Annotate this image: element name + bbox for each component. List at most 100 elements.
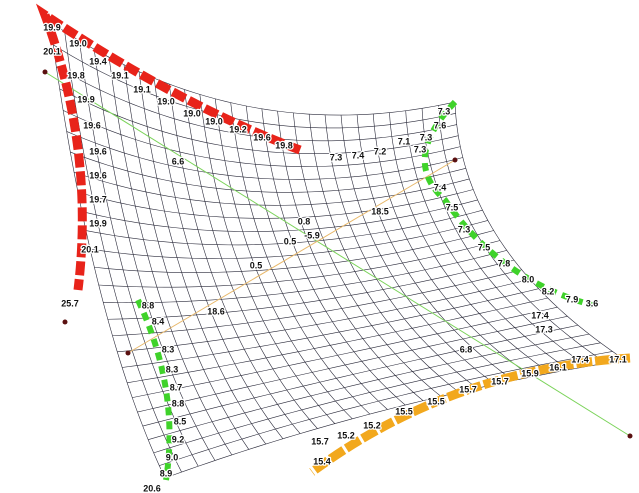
force-label: 9.0 xyxy=(166,452,179,462)
force-label: -5.9 xyxy=(304,230,320,240)
axis-line xyxy=(44,71,631,437)
mesh-line xyxy=(454,101,626,361)
force-label: 8.8 xyxy=(172,398,185,408)
force-label: 18.5 xyxy=(371,206,389,216)
mesh-line xyxy=(73,172,470,206)
force-label: 8.8 xyxy=(142,300,155,310)
force-label: 15.9 xyxy=(521,368,539,378)
force-label: 7.8 xyxy=(498,258,511,268)
force-label: 8.9 xyxy=(160,468,173,478)
force-label: 7.9 xyxy=(566,294,579,304)
force-label: 6.6 xyxy=(172,156,185,166)
mesh-line xyxy=(122,288,539,368)
force-label: 8.4 xyxy=(152,316,165,326)
force-label: 19.2 xyxy=(229,124,247,134)
force-label: 16.1 xyxy=(549,362,567,372)
force-label: 0.5 xyxy=(250,260,263,270)
mesh-line xyxy=(340,115,496,385)
force-label: 19.6 xyxy=(253,132,271,142)
force-label: 7.3 xyxy=(420,132,433,142)
mesh-line xyxy=(127,297,548,384)
force-label: 19.0 xyxy=(69,38,87,48)
force-label: 17.1 xyxy=(609,354,627,364)
mesh-line xyxy=(112,269,522,337)
force-label: 7.4 xyxy=(434,182,447,192)
green-cable xyxy=(421,99,593,308)
mesh-line xyxy=(293,112,442,397)
orange-cable xyxy=(309,353,631,476)
mesh-line xyxy=(164,359,626,479)
mesh-line xyxy=(107,259,515,320)
anchor xyxy=(125,350,131,356)
force-label: 15.2 xyxy=(363,420,381,430)
force-label: 25.7 xyxy=(61,298,79,308)
force-label: 19.9 xyxy=(89,218,107,228)
force-label: 15.4 xyxy=(313,456,331,466)
force-label: 19.6 xyxy=(83,120,101,130)
force-label: 8.0 xyxy=(522,274,535,284)
mesh-line xyxy=(137,315,568,413)
mesh-line xyxy=(98,240,501,288)
mesh-line xyxy=(230,102,371,415)
force-label: 7.3 xyxy=(414,144,427,154)
force-label: 15.7 xyxy=(311,436,329,446)
force-label: 19.0 xyxy=(205,116,223,126)
force-label: 15.5 xyxy=(395,406,413,416)
force-label: 7.5 xyxy=(446,202,459,212)
mesh-line xyxy=(372,113,533,378)
force-label: 17.3 xyxy=(535,324,553,334)
force-label: 15.5 xyxy=(427,396,445,406)
force-labels: 19.9 19.0 20.1 19.4 19.1 19.8 19.1 19.9 19.0 19.0… xyxy=(42,21,628,493)
mesh-line xyxy=(117,279,531,353)
force-label: 15.7 xyxy=(491,376,509,386)
force-label: 7.3 xyxy=(438,106,451,116)
force-label: 20.6 xyxy=(143,483,161,493)
mesh-line xyxy=(81,199,478,232)
force-label: 15.7 xyxy=(459,384,477,394)
mesh-line xyxy=(159,351,613,466)
force-label: 19.1 xyxy=(111,70,129,80)
membrane-mesh xyxy=(49,21,626,479)
anchor-points xyxy=(42,69,633,439)
force-label: 9.2 xyxy=(172,434,185,444)
force-label: 18.6 xyxy=(207,306,225,316)
red-cable xyxy=(35,3,302,291)
anchor xyxy=(452,157,458,163)
anchor xyxy=(62,319,68,325)
force-label: 19.8 xyxy=(67,70,85,80)
mesh-line xyxy=(132,306,558,398)
force-label: 17.4 xyxy=(571,354,589,364)
force-label: 8.5 xyxy=(174,416,187,426)
force-label: 19.0 xyxy=(183,108,201,118)
force-label: 15.2 xyxy=(337,430,355,440)
mesh-line xyxy=(199,94,336,424)
force-label: 7.1 xyxy=(398,136,411,146)
force-label: 17.4 xyxy=(531,310,549,320)
force-label: 7.2 xyxy=(374,146,387,156)
force-label: 19.0 xyxy=(157,96,175,106)
force-label: 20.1 xyxy=(81,244,99,254)
mesh-line xyxy=(389,112,551,374)
force-label: 7.3 xyxy=(330,152,343,162)
force-label: 0.5 xyxy=(284,236,297,246)
force-label: 7.5 xyxy=(478,242,491,252)
force-label: 19.6 xyxy=(89,170,107,180)
force-label: 20.1 xyxy=(43,46,61,56)
mesh-line xyxy=(308,114,460,393)
force-label: 3.6 xyxy=(586,298,599,308)
force-label: 8.2 xyxy=(542,286,555,296)
mesh-line xyxy=(103,250,507,303)
mesh-line xyxy=(324,114,478,389)
mesh-line xyxy=(421,108,588,367)
mesh-line xyxy=(356,114,514,381)
force-label: 6.8 xyxy=(460,344,473,354)
force-label: 19.1 xyxy=(133,84,151,94)
force-label: 7.6 xyxy=(434,120,447,130)
force-label: 8.7 xyxy=(170,382,183,392)
mesh-line xyxy=(405,110,570,370)
force-label: 19.7 xyxy=(89,194,107,204)
force-label: 19.4 xyxy=(89,56,107,66)
force-label: 8.3 xyxy=(162,344,175,354)
force-label: 19.9 xyxy=(77,94,95,104)
